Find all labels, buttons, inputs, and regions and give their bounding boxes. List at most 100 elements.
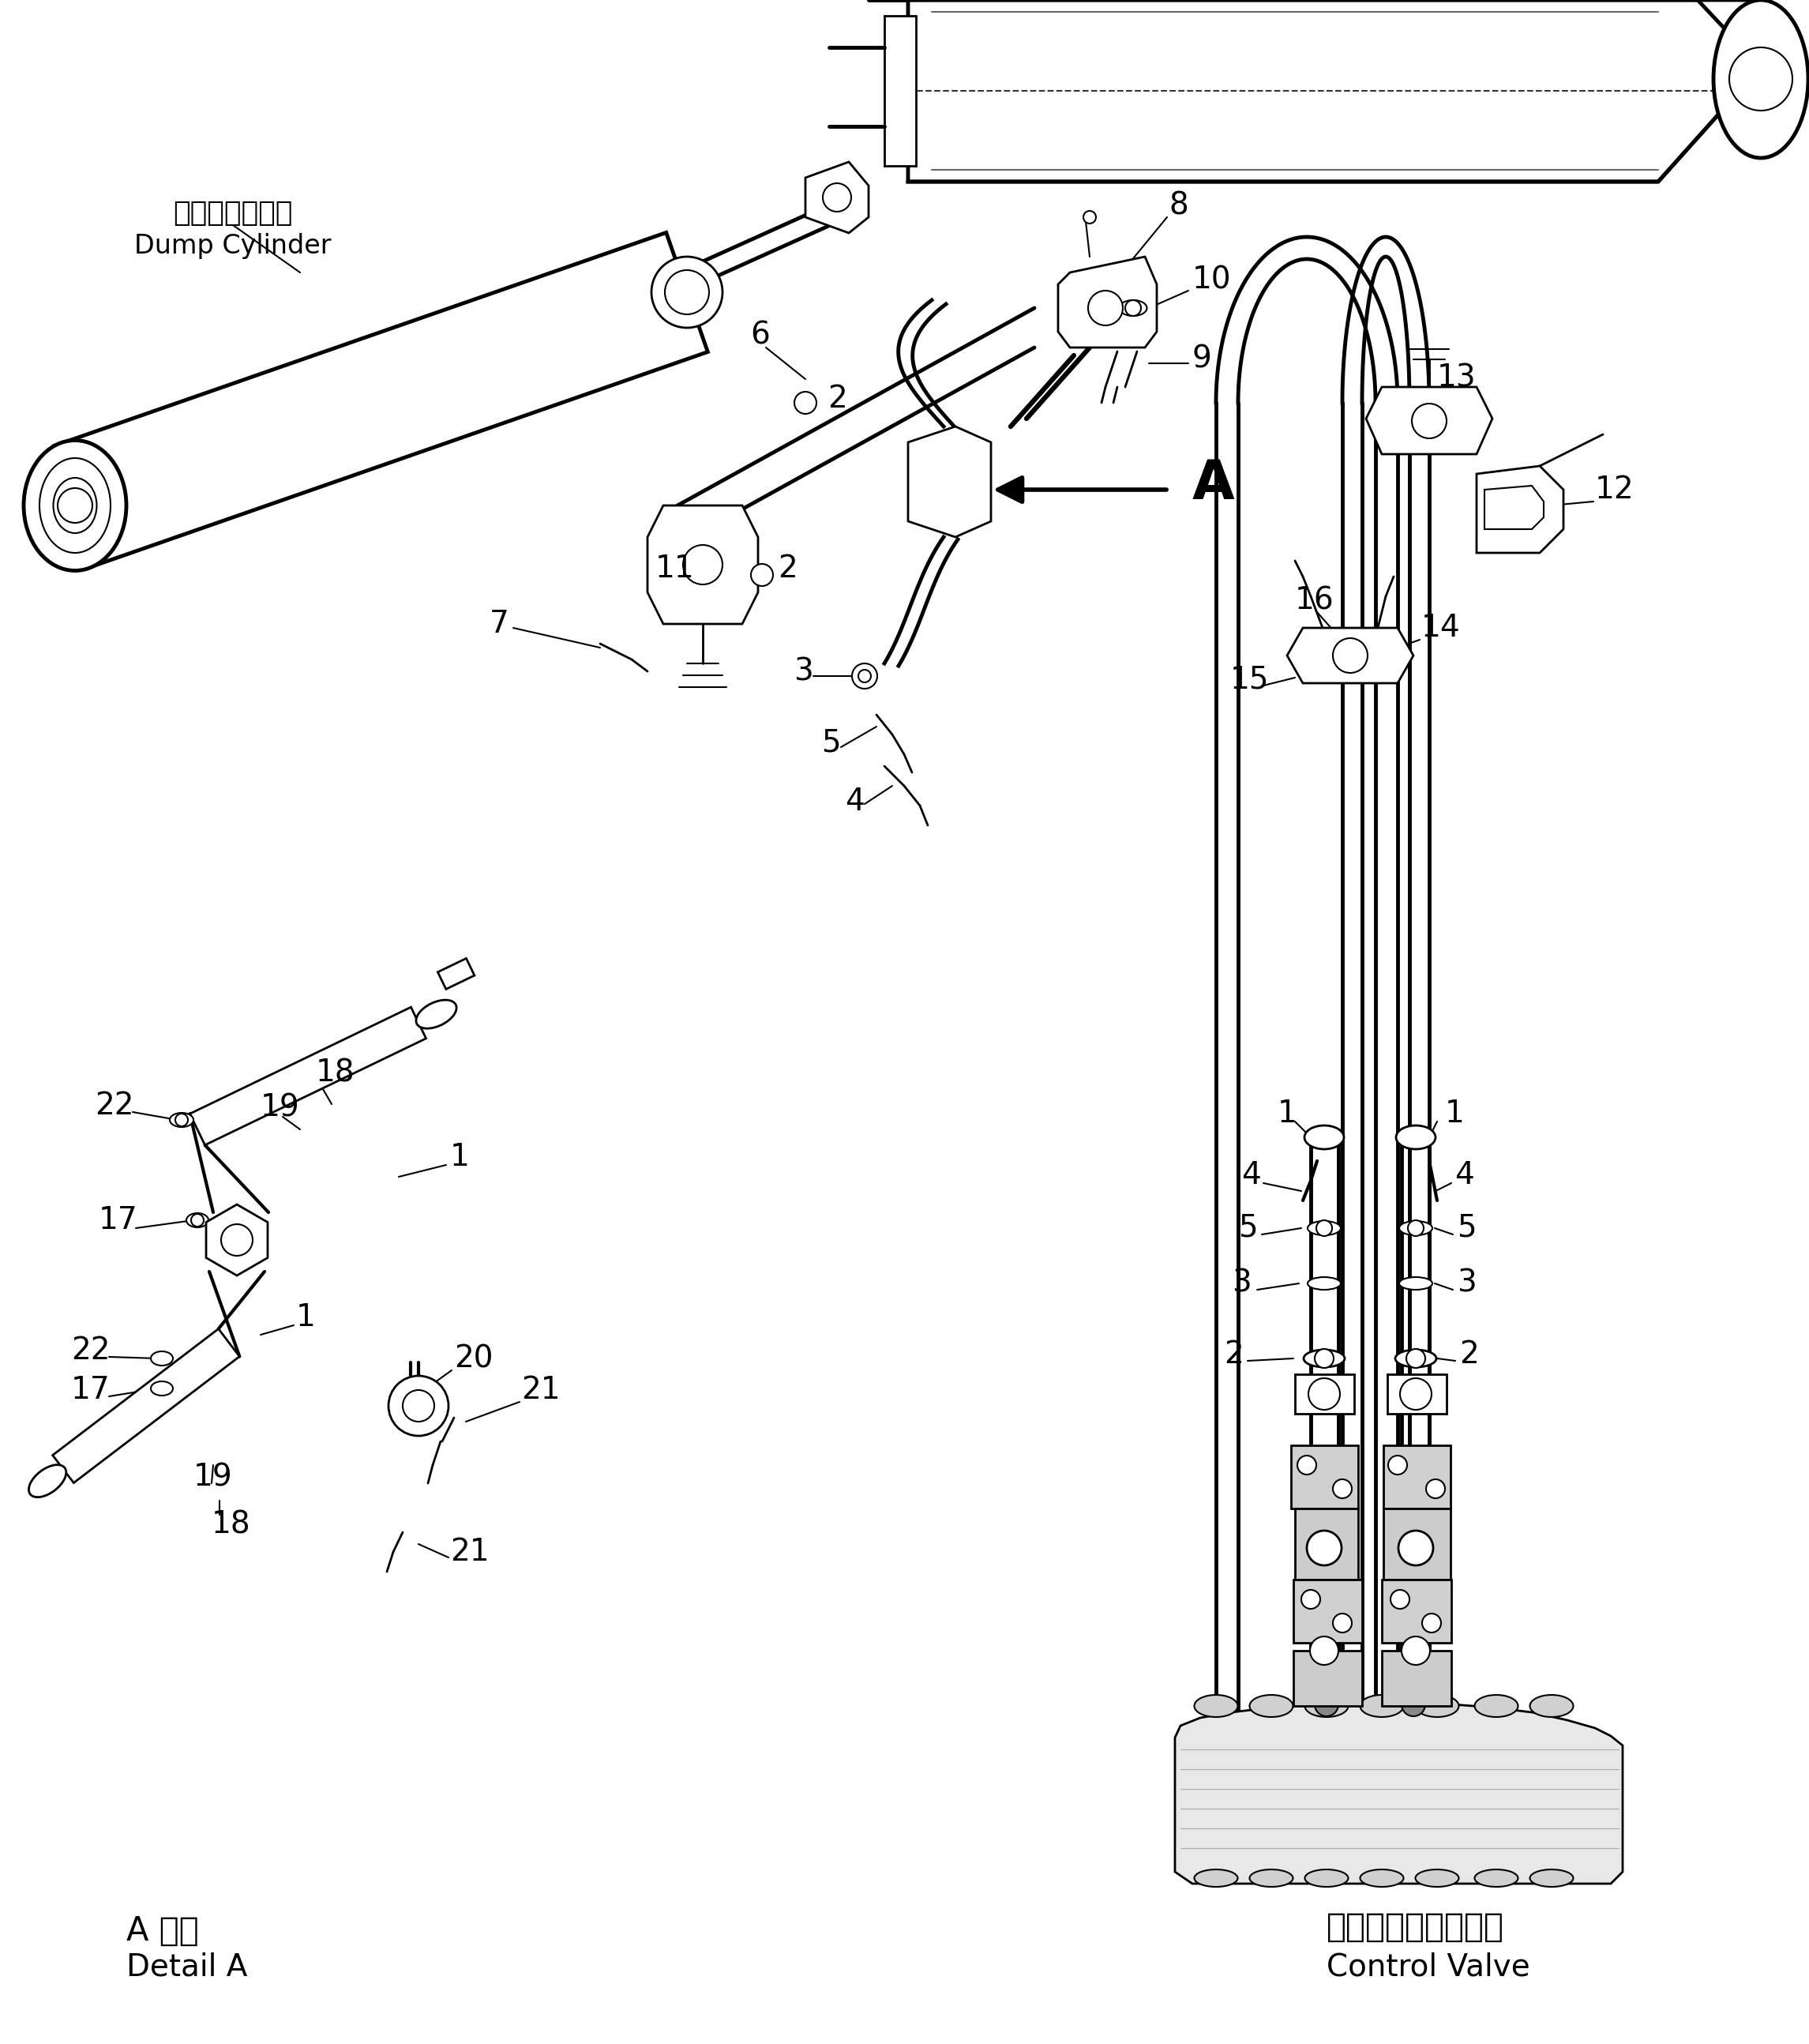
Circle shape: [1125, 300, 1141, 317]
Ellipse shape: [1398, 1278, 1433, 1290]
Circle shape: [823, 184, 852, 213]
Ellipse shape: [1397, 1126, 1436, 1149]
Ellipse shape: [1713, 0, 1809, 157]
Polygon shape: [1293, 1652, 1362, 1707]
Text: 15: 15: [1230, 664, 1270, 695]
Circle shape: [1333, 638, 1368, 672]
Text: 1: 1: [297, 1302, 317, 1333]
Text: 21: 21: [450, 1537, 488, 1568]
Polygon shape: [1485, 486, 1543, 529]
Text: A 詳細: A 詳細: [127, 1915, 199, 1948]
Ellipse shape: [1474, 1870, 1518, 1887]
Ellipse shape: [40, 458, 110, 552]
Polygon shape: [1286, 628, 1413, 683]
Text: Detail A: Detail A: [127, 1952, 248, 1981]
Polygon shape: [1382, 1580, 1451, 1643]
Text: 4: 4: [1454, 1161, 1474, 1190]
Text: 1: 1: [1277, 1098, 1297, 1128]
Text: 8: 8: [1169, 190, 1189, 221]
Circle shape: [751, 564, 772, 587]
Circle shape: [1402, 1692, 1425, 1717]
Text: Dump Cylinder: Dump Cylinder: [134, 233, 331, 260]
Circle shape: [1306, 1531, 1342, 1566]
Circle shape: [684, 546, 722, 585]
Text: 19: 19: [260, 1094, 300, 1122]
Circle shape: [1308, 1378, 1340, 1410]
Text: 17: 17: [99, 1206, 137, 1235]
Circle shape: [1406, 1349, 1425, 1367]
Text: 12: 12: [1596, 474, 1634, 505]
Circle shape: [1729, 47, 1793, 110]
Circle shape: [1315, 1692, 1339, 1717]
Ellipse shape: [1304, 1870, 1348, 1887]
Circle shape: [1391, 1590, 1409, 1609]
Circle shape: [58, 489, 92, 523]
Ellipse shape: [1415, 1694, 1458, 1717]
Polygon shape: [1384, 1508, 1451, 1580]
Text: A: A: [1192, 458, 1236, 511]
Circle shape: [1400, 1378, 1431, 1410]
Text: ダンプシリンダ: ダンプシリンダ: [174, 200, 293, 227]
Circle shape: [1422, 1613, 1442, 1633]
Polygon shape: [52, 1329, 239, 1482]
Ellipse shape: [150, 1351, 174, 1365]
Ellipse shape: [1398, 1220, 1433, 1235]
Text: 6: 6: [751, 321, 771, 352]
Circle shape: [1407, 1220, 1424, 1237]
Polygon shape: [206, 1204, 268, 1275]
Circle shape: [1398, 1531, 1433, 1566]
Ellipse shape: [1308, 1220, 1340, 1235]
Circle shape: [1301, 1590, 1321, 1609]
Ellipse shape: [170, 1112, 194, 1126]
Text: 18: 18: [317, 1057, 355, 1087]
Ellipse shape: [29, 1466, 67, 1496]
Text: 16: 16: [1295, 585, 1335, 615]
Ellipse shape: [150, 1382, 174, 1396]
Text: 22: 22: [71, 1335, 110, 1365]
Ellipse shape: [1304, 1694, 1348, 1717]
Polygon shape: [648, 505, 758, 623]
Text: 11: 11: [655, 554, 695, 585]
Polygon shape: [908, 427, 991, 538]
Polygon shape: [1293, 1580, 1362, 1643]
Circle shape: [1388, 1455, 1407, 1474]
Circle shape: [852, 664, 877, 689]
Circle shape: [1297, 1455, 1317, 1474]
Text: 1: 1: [450, 1143, 470, 1171]
Bar: [438, 959, 474, 989]
Text: 7: 7: [490, 609, 508, 640]
Text: 13: 13: [1436, 362, 1476, 392]
Circle shape: [1333, 1480, 1351, 1498]
Polygon shape: [1292, 1445, 1359, 1508]
Text: 21: 21: [521, 1376, 561, 1404]
Polygon shape: [908, 0, 1809, 182]
Circle shape: [666, 270, 709, 315]
Ellipse shape: [1360, 1694, 1404, 1717]
Ellipse shape: [1250, 1870, 1293, 1887]
Polygon shape: [190, 1008, 427, 1145]
Ellipse shape: [1304, 1349, 1344, 1367]
Polygon shape: [1476, 466, 1563, 552]
Circle shape: [221, 1224, 253, 1255]
Ellipse shape: [1530, 1870, 1574, 1887]
Polygon shape: [1295, 1508, 1359, 1580]
Text: 10: 10: [1192, 266, 1232, 296]
Circle shape: [1425, 1480, 1445, 1498]
Ellipse shape: [1120, 300, 1147, 317]
Text: 18: 18: [212, 1508, 251, 1539]
Ellipse shape: [1250, 1694, 1293, 1717]
Text: 22: 22: [94, 1091, 134, 1120]
Text: Control Valve: Control Valve: [1326, 1952, 1530, 1981]
Ellipse shape: [1530, 1694, 1574, 1717]
Text: 9: 9: [1192, 343, 1212, 374]
Circle shape: [1315, 1349, 1333, 1367]
Ellipse shape: [186, 1214, 208, 1226]
Circle shape: [1310, 1637, 1339, 1666]
Circle shape: [403, 1390, 434, 1423]
Text: 4: 4: [1241, 1161, 1261, 1190]
Ellipse shape: [416, 1000, 456, 1028]
Circle shape: [1333, 1613, 1351, 1633]
Text: 3: 3: [1232, 1269, 1252, 1298]
Ellipse shape: [1194, 1870, 1237, 1887]
Ellipse shape: [1304, 1126, 1344, 1149]
